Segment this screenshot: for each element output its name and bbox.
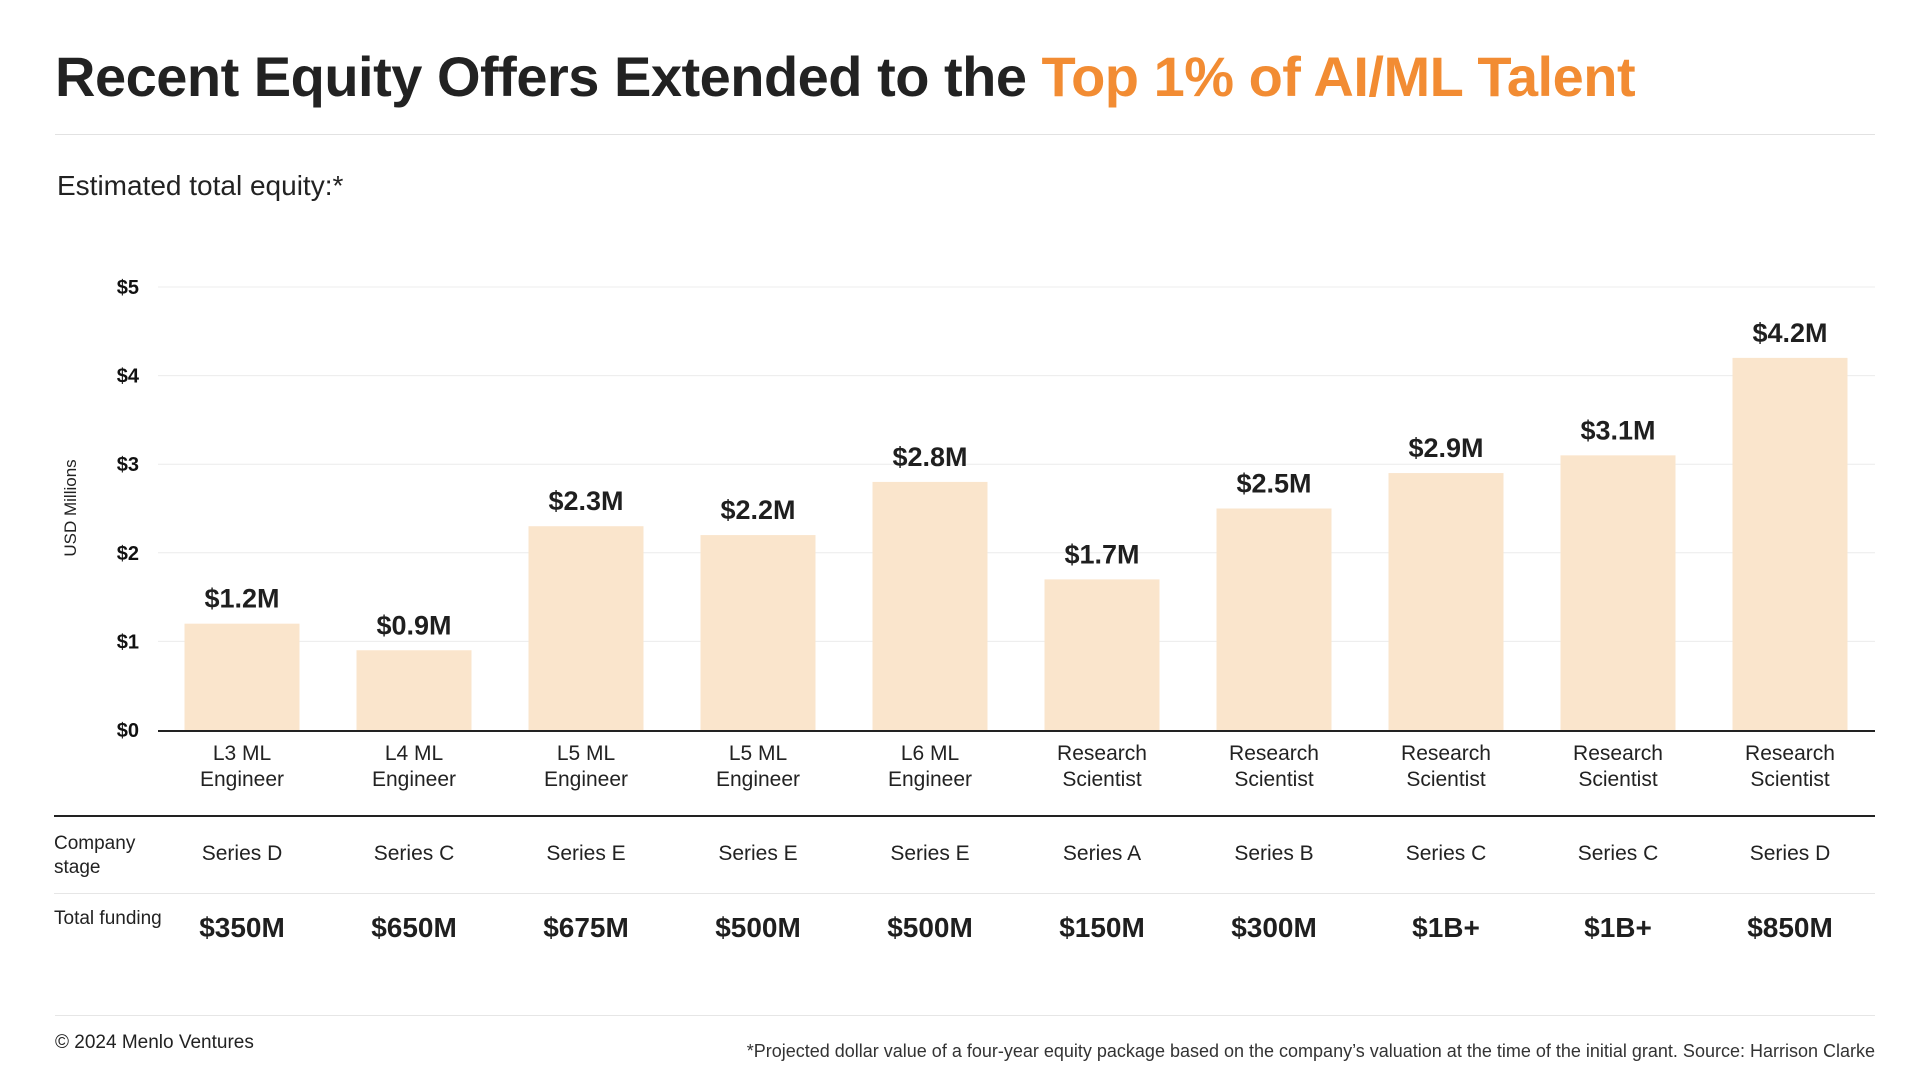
data-label: $1.2M bbox=[204, 584, 279, 614]
category-label: L5 ML bbox=[729, 742, 787, 765]
bar bbox=[700, 535, 816, 730]
x-axis-categories: L3 ML Engineer L4 ML Engineer L5 ML Engineer L… bbox=[200, 742, 1835, 791]
total-funding-cell: $1B+ bbox=[1584, 912, 1652, 943]
data-label: $3.1M bbox=[1580, 415, 1655, 445]
category-label: Scientist bbox=[1750, 768, 1830, 791]
title-divider bbox=[55, 134, 1875, 135]
category-label: L5 ML bbox=[557, 742, 615, 765]
category-label: Research bbox=[1573, 742, 1663, 765]
data-label: $1.7M bbox=[1064, 539, 1139, 569]
category-label: L3 ML bbox=[213, 742, 271, 765]
bar bbox=[184, 623, 300, 730]
footer-divider bbox=[55, 1015, 1875, 1016]
company-stage-cell: Series E bbox=[546, 842, 626, 865]
total-funding-cell: $650M bbox=[371, 912, 457, 943]
copyright: © 2024 Menlo Ventures bbox=[55, 1032, 254, 1053]
y-tick-label: $1 bbox=[117, 631, 139, 653]
company-stage-cell: Series C bbox=[1577, 842, 1659, 865]
data-label: $2.8M bbox=[892, 442, 967, 472]
table-divider bbox=[54, 893, 1875, 894]
category-label: Engineer bbox=[200, 768, 284, 791]
total-funding-cell: $850M bbox=[1747, 912, 1833, 943]
y-tick-label: $0 bbox=[117, 720, 139, 742]
category-label: Scientist bbox=[1406, 768, 1486, 791]
bar bbox=[1044, 579, 1160, 730]
total-funding-cell: $150M bbox=[1059, 912, 1145, 943]
bar bbox=[872, 481, 988, 730]
category-label: Scientist bbox=[1578, 768, 1658, 791]
total-funding-cell: $500M bbox=[715, 912, 801, 943]
category-label: Research bbox=[1229, 742, 1319, 765]
y-tick-label: $4 bbox=[117, 366, 140, 388]
company-stage-cell: Series B bbox=[1234, 842, 1314, 865]
company-stage-cell: Series D bbox=[1749, 842, 1831, 865]
bar-chart: $0$1$2$3$4$5 $1.2M$0.9M$2.3M $2.2M$2.8M$1… bbox=[54, 277, 1875, 817]
data-label: $2.9M bbox=[1408, 433, 1483, 463]
bar bbox=[356, 650, 472, 730]
data-labels: $1.2M $0.9M $2.3M $2.2M $2.8M $1.7M $2.5M $2.9M… bbox=[204, 318, 1827, 640]
data-label: $2.2M bbox=[720, 495, 795, 525]
bars bbox=[184, 357, 1848, 730]
total-funding-label: Total funding bbox=[54, 908, 162, 929]
data-label: $4.2M bbox=[1752, 318, 1827, 348]
category-label: Research bbox=[1401, 742, 1491, 765]
data-label: $0.9M bbox=[376, 610, 451, 640]
company-stage-cell: Series E bbox=[718, 842, 798, 865]
y-axis-label: USD Millions bbox=[61, 459, 80, 556]
chart-subtitle: Estimated total equity:* bbox=[57, 170, 344, 201]
category-label: L6 ML bbox=[901, 742, 959, 765]
title-accent: Top 1% of AI/ML Talent bbox=[1041, 45, 1636, 108]
y-axis-ticks: $0 $1 $2 $3 $4 $5 bbox=[117, 277, 140, 742]
bar bbox=[1560, 455, 1676, 730]
total-funding-cell: $350M bbox=[199, 912, 285, 943]
category-label: Engineer bbox=[716, 768, 800, 791]
category-label: Engineer bbox=[888, 768, 972, 791]
y-tick-label: $5 bbox=[117, 277, 139, 299]
category-label: Research bbox=[1057, 742, 1147, 765]
category-label: L4 ML bbox=[385, 742, 443, 765]
category-label: Scientist bbox=[1062, 768, 1142, 791]
total-funding-cell: $1B+ bbox=[1412, 912, 1480, 943]
page-title: Recent Equity Offers Extended to the Top… bbox=[55, 44, 1636, 109]
company-stage-cell: Series A bbox=[1062, 842, 1142, 865]
total-funding-cell: $675M bbox=[543, 912, 629, 943]
title-main: Recent Equity Offers Extended to the bbox=[55, 45, 1042, 108]
bar bbox=[1732, 357, 1848, 730]
company-stage-cell: Series E bbox=[890, 842, 970, 865]
company-stage-label: Company stage bbox=[54, 833, 136, 878]
category-label: Engineer bbox=[372, 768, 456, 791]
bar bbox=[528, 526, 644, 730]
data-label: $2.3M bbox=[548, 486, 623, 516]
category-label: Engineer bbox=[544, 768, 628, 791]
y-tick-label: $2 bbox=[117, 543, 139, 565]
data-label: $2.5M bbox=[1236, 469, 1311, 499]
category-label: Scientist bbox=[1234, 768, 1314, 791]
bar bbox=[1388, 473, 1504, 730]
total-funding-cell: $300M bbox=[1231, 912, 1317, 943]
category-label: Research bbox=[1745, 742, 1835, 765]
bar bbox=[1216, 508, 1332, 730]
total-funding-cell: $500M bbox=[887, 912, 973, 943]
y-tick-label: $3 bbox=[117, 454, 139, 476]
footnote: *Projected dollar value of a four-year e… bbox=[746, 1041, 1875, 1061]
company-stage-cell: Series C bbox=[1405, 842, 1487, 865]
company-stage-cell: Series D bbox=[201, 842, 283, 865]
company-stage-cell: Series C bbox=[373, 842, 455, 865]
